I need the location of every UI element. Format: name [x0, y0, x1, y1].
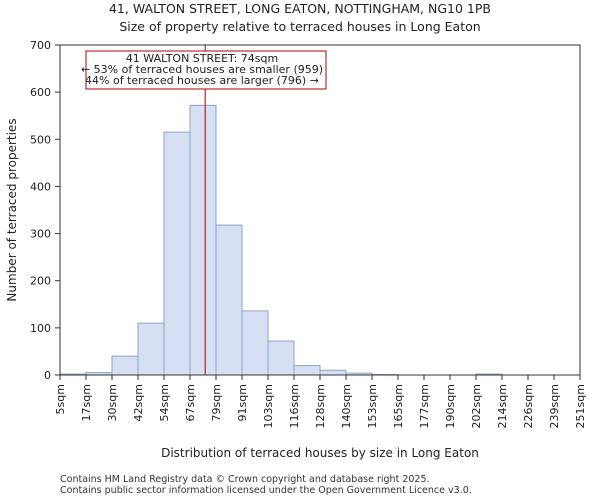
x-tick-label: 140sqm [340, 384, 353, 428]
y-tick-label: 500 [30, 133, 51, 146]
annotation-line-3: 44% of terraced houses are larger (796) … [85, 74, 319, 87]
y-tick-label: 700 [30, 39, 51, 52]
y-tick-label: 300 [30, 228, 51, 241]
y-tick-label: 100 [30, 322, 51, 335]
x-tick-label: 67sqm [184, 384, 197, 421]
bar [293, 365, 321, 376]
bar [163, 131, 191, 376]
x-tick-label: 103sqm [262, 384, 275, 428]
chart-title: 41, WALTON STREET, LONG EATON, NOTTINGHA… [109, 1, 491, 16]
x-tick-label: 79sqm [210, 384, 223, 421]
footer-licence: Contains public sector information licen… [60, 485, 472, 496]
x-tick-label: 91sqm [236, 384, 249, 421]
y-axis-label: Number of terraced properties [5, 118, 19, 301]
footer-copyright: Contains HM Land Registry data © Crown c… [60, 474, 430, 485]
x-tick-label: 128sqm [314, 384, 327, 428]
x-axis: 5sqm 17sqm 30sqm 42sqm 54sqm 67sqm 79sqm 91sqm 1… [54, 375, 587, 428]
x-axis-label: Distribution of terraced houses by size … [161, 446, 479, 460]
x-tick-label: 251sqm [574, 384, 587, 428]
bar [137, 322, 165, 376]
x-tick-label: 202sqm [470, 384, 483, 428]
x-tick-label: 54sqm [158, 384, 171, 421]
x-tick-label: 165sqm [392, 384, 405, 428]
marker-annotation: 41 WALTON STREET: 74sqm ← 53% of terrace… [81, 50, 327, 90]
y-tick-label: 600 [30, 86, 51, 99]
x-tick-label: 190sqm [444, 384, 457, 428]
x-tick-label: 226sqm [522, 384, 535, 428]
annotation-line-1: 41 WALTON STREET: 74sqm [126, 52, 278, 65]
x-tick-label: 42sqm [132, 384, 145, 421]
annotation-box [85, 50, 327, 90]
chart-subtitle: Size of property relative to terraced ho… [119, 19, 480, 34]
y-tick-label: 200 [30, 275, 51, 288]
x-tick-label: 153sqm [366, 384, 379, 428]
bar [189, 104, 217, 376]
y-tick-label: 400 [30, 180, 51, 193]
x-tick-label: 5sqm [54, 384, 67, 414]
x-tick-label: 239sqm [548, 384, 561, 428]
bar [267, 340, 295, 376]
bar [319, 369, 347, 376]
plot-frame [59, 44, 581, 376]
y-tick-label: 0 [44, 369, 51, 382]
x-tick-label: 17sqm [80, 384, 93, 421]
bars [59, 104, 503, 376]
annotation-line-2: ← 53% of terraced houses are smaller (95… [81, 63, 323, 76]
bar [241, 310, 269, 376]
bar [111, 355, 139, 376]
x-tick-label: 30sqm [106, 384, 119, 421]
y-axis: 0 100 200 300 400 500 600 700 [30, 39, 60, 382]
x-tick-label: 177sqm [418, 384, 431, 428]
x-tick-label: 214sqm [496, 384, 509, 428]
bar [215, 224, 243, 376]
x-tick-label: 116sqm [288, 384, 301, 428]
